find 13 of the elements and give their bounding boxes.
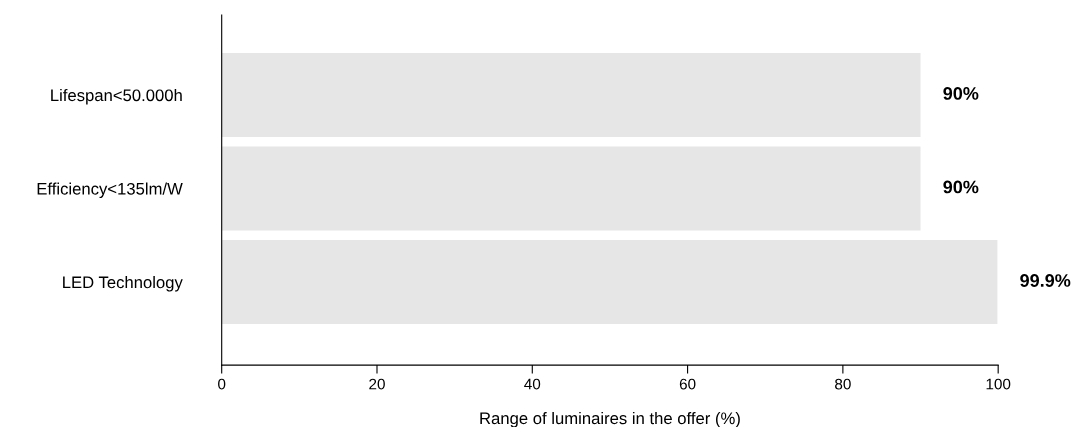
x-tick-label: 20 [369, 378, 385, 390]
x-tick-label: 80 [835, 378, 851, 390]
x-tick-label: 60 [679, 378, 696, 390]
data-label: 99.9% [1020, 274, 1071, 287]
y-tick-label: LED Technology [63, 276, 183, 292]
x-tick-label: 40 [524, 378, 541, 390]
x-tick-label: 100 [986, 378, 1011, 390]
y-tick-label: Lifespan<50.000h [51, 88, 182, 105]
data-label: 90% [943, 87, 979, 100]
y-tick-label: Efficiency<135lm/W [37, 182, 183, 199]
data-label: 90% [943, 180, 979, 194]
x-tick-label: 0 [218, 378, 226, 390]
x-axis-title: Range of luminaires in the offer (%) [480, 411, 740, 427]
